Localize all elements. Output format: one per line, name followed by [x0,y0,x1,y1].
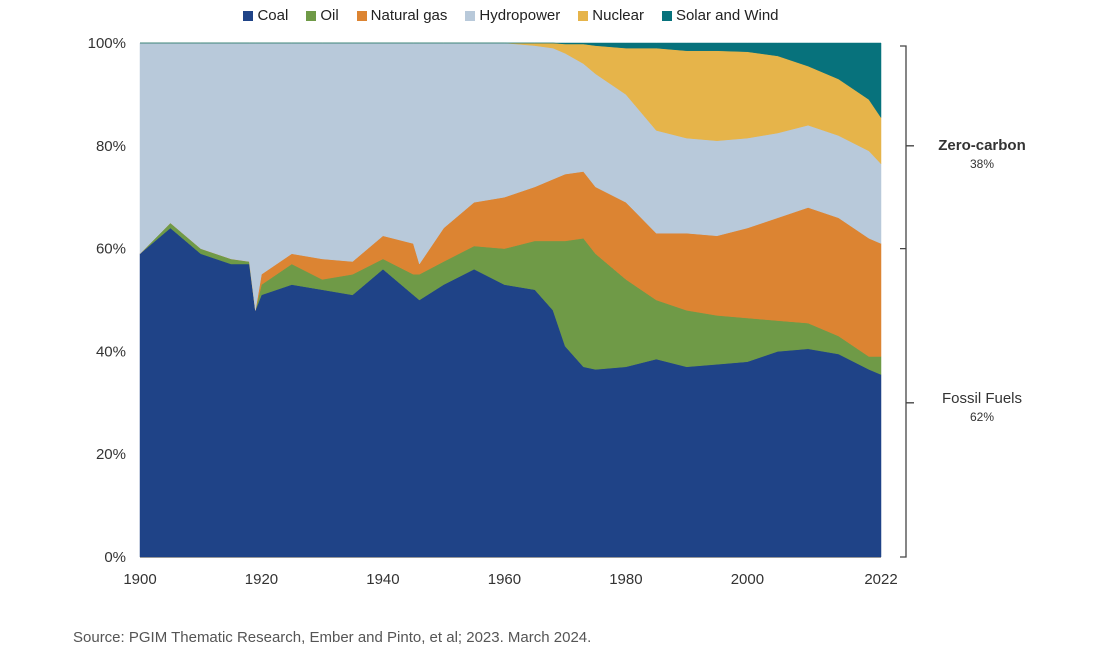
legend-label: Oil [320,7,339,24]
legend-item: Natural gas [356,7,448,24]
legend-swatch [578,10,589,21]
fossil-fuels-value: 62% [969,410,995,424]
x-tick-label: 1940 [366,571,399,588]
legend-label: Hydropower [479,7,561,24]
bracket-tick [906,145,914,404]
x-tick-label: 1960 [488,571,521,588]
x-tick-label: 2000 [731,571,764,588]
legend-item: Hydropower [465,7,560,24]
y-tick-label: 80% [96,138,126,155]
area-solar-and-wind [140,42,882,119]
zero-carbon-value: 38% [969,157,995,171]
legend-item: Coal [243,7,288,24]
x-tick-label: 1900 [123,571,156,588]
legend-swatch [356,10,367,21]
y-tick-label: 40% [96,343,126,360]
legend-swatch [243,10,254,21]
legend-label: Natural gas [370,7,448,24]
zero-carbon-annotation: Zero-carbon 38% [922,137,1042,171]
legend-swatch [306,10,317,21]
legend-label: Solar and Wind [675,7,779,24]
legend-swatch [661,10,672,21]
y-tick-label: 0% [104,549,126,566]
source-note: Source: PGIM Thematic Research, Ember an… [73,629,592,646]
legend: Coal Oil Natural gas Hydropower Nuclear Solar… [0,7,1022,24]
legend-swatch [465,10,476,21]
y-tick-label: 20% [96,446,126,463]
legend-item: Solar and Wind [661,7,779,24]
fossil-fuels-label: Fossil Fuels [941,390,1023,407]
legend-item: Nuclear [578,7,644,24]
zero-carbon-label: Zero-carbon [938,137,1026,154]
y-tick-label: 60% [96,241,126,258]
bracket [900,45,907,558]
x-tick-label: 1980 [609,571,642,588]
fossil-fuels-annotation: Fossil Fuels 62% [922,390,1042,424]
legend-label: Coal [257,7,289,24]
x-tick-label: 2022 [864,571,897,588]
legend-label: Nuclear [592,7,644,24]
legend-item: Oil [306,7,339,24]
y-tick-label: 100% [88,35,126,52]
x-tick-label: 1920 [245,571,278,588]
